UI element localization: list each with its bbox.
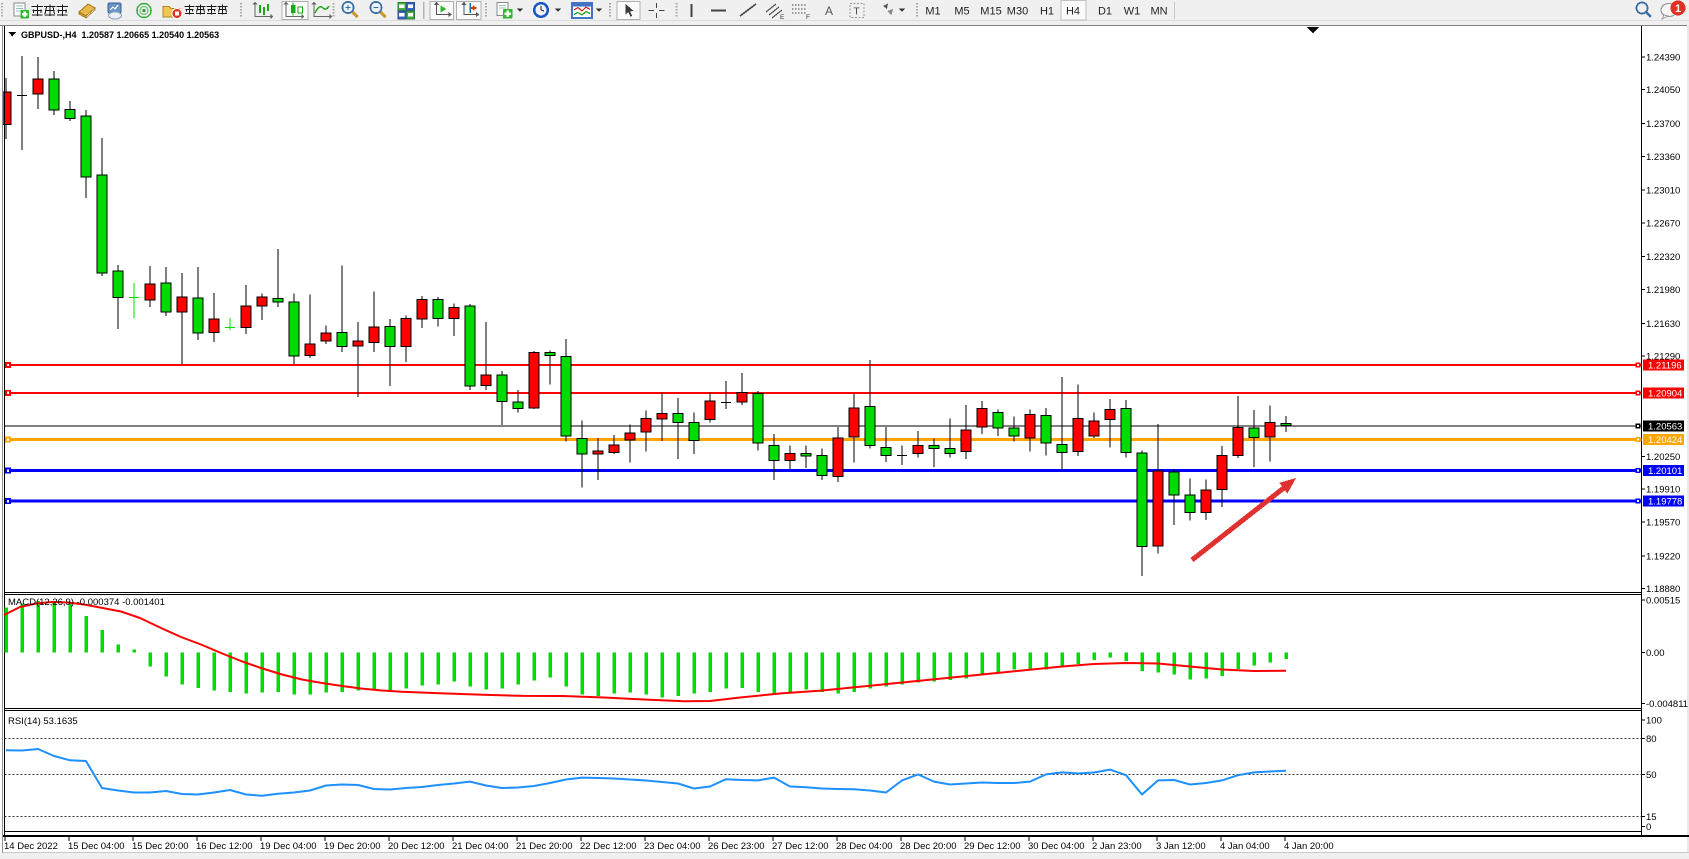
svg-text:1.20424: 1.20424 (1648, 435, 1682, 446)
svg-text:4 Jan 20:00: 4 Jan 20:00 (1284, 841, 1334, 852)
svg-text:1.20563: 1.20563 (1648, 422, 1682, 433)
svg-text:-0.004811: -0.004811 (1646, 699, 1688, 710)
svg-text:1.19910: 1.19910 (1646, 485, 1680, 496)
svg-text:100: 100 (1646, 716, 1662, 727)
svg-text:30 Dec 04:00: 30 Dec 04:00 (1028, 841, 1085, 852)
svg-text:RSI(14) 53.1635: RSI(14) 53.1635 (8, 716, 78, 727)
svg-text:0.00515: 0.00515 (1646, 596, 1680, 607)
svg-text:W1: W1 (1124, 6, 1141, 18)
svg-text:1.23010: 1.23010 (1646, 186, 1680, 197)
svg-text:1.21980: 1.21980 (1646, 285, 1680, 296)
svg-text:19 Dec 20:00: 19 Dec 20:00 (324, 841, 381, 852)
svg-text:1.22670: 1.22670 (1646, 218, 1680, 229)
svg-text:50: 50 (1646, 770, 1657, 781)
svg-text:1.20904: 1.20904 (1648, 388, 1682, 399)
svg-text:H4: H4 (1066, 6, 1080, 18)
svg-text:1.19570: 1.19570 (1646, 518, 1680, 529)
svg-text:1.22320: 1.22320 (1646, 252, 1680, 263)
svg-text:1.23700: 1.23700 (1646, 119, 1680, 130)
svg-text:0.00: 0.00 (1646, 648, 1665, 659)
svg-text:27 Dec 12:00: 27 Dec 12:00 (772, 841, 829, 852)
svg-text:1.24390: 1.24390 (1646, 52, 1680, 63)
svg-text:2 Jan 23:00: 2 Jan 23:00 (1092, 841, 1142, 852)
svg-text:15 Dec 04:00: 15 Dec 04:00 (68, 841, 125, 852)
svg-text:A: A (825, 4, 833, 18)
svg-text:1.23360: 1.23360 (1646, 152, 1680, 163)
svg-text:14 Dec 2022: 14 Dec 2022 (4, 841, 58, 852)
svg-text:T: T (854, 7, 860, 18)
svg-text:22 Dec 12:00: 22 Dec 12:00 (580, 841, 637, 852)
svg-text:E: E (780, 14, 785, 21)
svg-text:1.19220: 1.19220 (1646, 551, 1680, 562)
svg-text:D1: D1 (1098, 6, 1112, 18)
svg-text:1: 1 (1675, 3, 1681, 15)
svg-text:MN: MN (1150, 6, 1167, 18)
svg-text:1.24050: 1.24050 (1646, 85, 1680, 96)
svg-text:15: 15 (1646, 812, 1657, 823)
svg-text:H1: H1 (1040, 6, 1054, 18)
svg-text:21 Dec 04:00: 21 Dec 04:00 (452, 841, 509, 852)
svg-text:15 Dec 20:00: 15 Dec 20:00 (132, 841, 189, 852)
svg-text:19 Dec 04:00: 19 Dec 04:00 (260, 841, 317, 852)
svg-text:21 Dec 20:00: 21 Dec 20:00 (516, 841, 573, 852)
svg-text:0: 0 (1646, 822, 1651, 833)
svg-text:1.21630: 1.21630 (1646, 319, 1680, 330)
svg-text:1.20101: 1.20101 (1648, 466, 1682, 477)
svg-text:M30: M30 (1007, 6, 1028, 18)
svg-text:1.18880: 1.18880 (1646, 584, 1680, 595)
svg-text:26 Dec 23:00: 26 Dec 23:00 (708, 841, 765, 852)
svg-text:M5: M5 (954, 6, 969, 18)
svg-text:16 Dec 12:00: 16 Dec 12:00 (196, 841, 253, 852)
svg-text:GBPUSD-,H4 1.20587 1.20665 1.: GBPUSD-,H4 1.20587 1.20665 1.20540 1.205… (21, 30, 219, 40)
svg-text:29 Dec 12:00: 29 Dec 12:00 (964, 841, 1021, 852)
svg-text:4 Jan 04:00: 4 Jan 04:00 (1220, 841, 1270, 852)
svg-text:3 Jan 12:00: 3 Jan 12:00 (1156, 841, 1206, 852)
svg-text:1.20250: 1.20250 (1646, 452, 1680, 463)
svg-text:28 Dec 04:00: 28 Dec 04:00 (836, 841, 893, 852)
svg-text:1.21196: 1.21196 (1648, 361, 1682, 372)
svg-text:28 Dec 20:00: 28 Dec 20:00 (900, 841, 957, 852)
svg-text:23 Dec 04:00: 23 Dec 04:00 (644, 841, 701, 852)
svg-text:20 Dec 12:00: 20 Dec 12:00 (388, 841, 445, 852)
svg-text:1.21290: 1.21290 (1646, 352, 1680, 363)
svg-text:F: F (806, 14, 810, 21)
svg-text:M15: M15 (980, 6, 1001, 18)
svg-text:80: 80 (1646, 734, 1657, 745)
svg-text:MACD(12,26,9) -0.000374 -0.001: MACD(12,26,9) -0.000374 -0.001401 (8, 597, 165, 608)
svg-text:M1: M1 (925, 6, 940, 18)
svg-text:1.19778: 1.19778 (1648, 497, 1682, 508)
